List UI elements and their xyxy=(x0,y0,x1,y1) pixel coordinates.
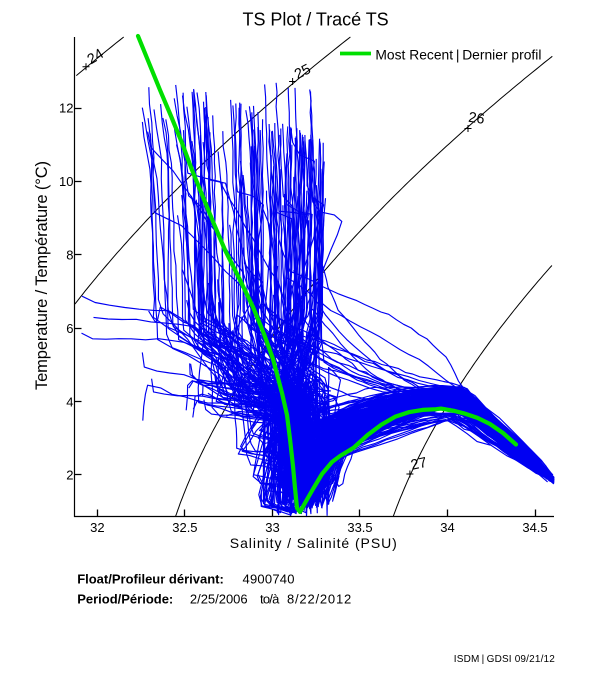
svg-text:6: 6 xyxy=(66,321,73,336)
svg-text:Salinity / Salinité (PSU): Salinity / Salinité (PSU) xyxy=(230,535,397,551)
svg-text:12: 12 xyxy=(59,101,73,116)
svg-text:27: 27 xyxy=(409,455,428,474)
svg-text:33: 33 xyxy=(265,520,279,535)
svg-text:4: 4 xyxy=(66,394,73,409)
svg-text:ISDM | GDSI 09/21/12: ISDM | GDSI 09/21/12 xyxy=(454,654,555,665)
svg-text:32: 32 xyxy=(90,520,104,535)
svg-text:34.5: 34.5 xyxy=(522,520,547,535)
svg-text:Float/Profileur dérivant:49007: Float/Profileur dérivant: 4900740 xyxy=(77,572,294,587)
svg-text:8: 8 xyxy=(66,248,73,263)
svg-text:34: 34 xyxy=(440,520,454,535)
svg-text:32.5: 32.5 xyxy=(172,520,197,535)
svg-text:2: 2 xyxy=(66,468,73,483)
svg-text:TS Plot / Tracé TS: TS Plot / Tracé TS xyxy=(243,10,389,30)
svg-text:10: 10 xyxy=(59,174,73,189)
svg-text:33.5: 33.5 xyxy=(347,520,372,535)
svg-text:Temperature / Température (°C): Temperature / Température (°C) xyxy=(33,161,51,390)
svg-text:24: 24 xyxy=(85,46,107,68)
svg-text:25: 25 xyxy=(292,61,314,83)
svg-text:Most Recent | Dernier profil: Most Recent | Dernier profil xyxy=(375,48,541,63)
svg-text:26: 26 xyxy=(467,110,485,128)
